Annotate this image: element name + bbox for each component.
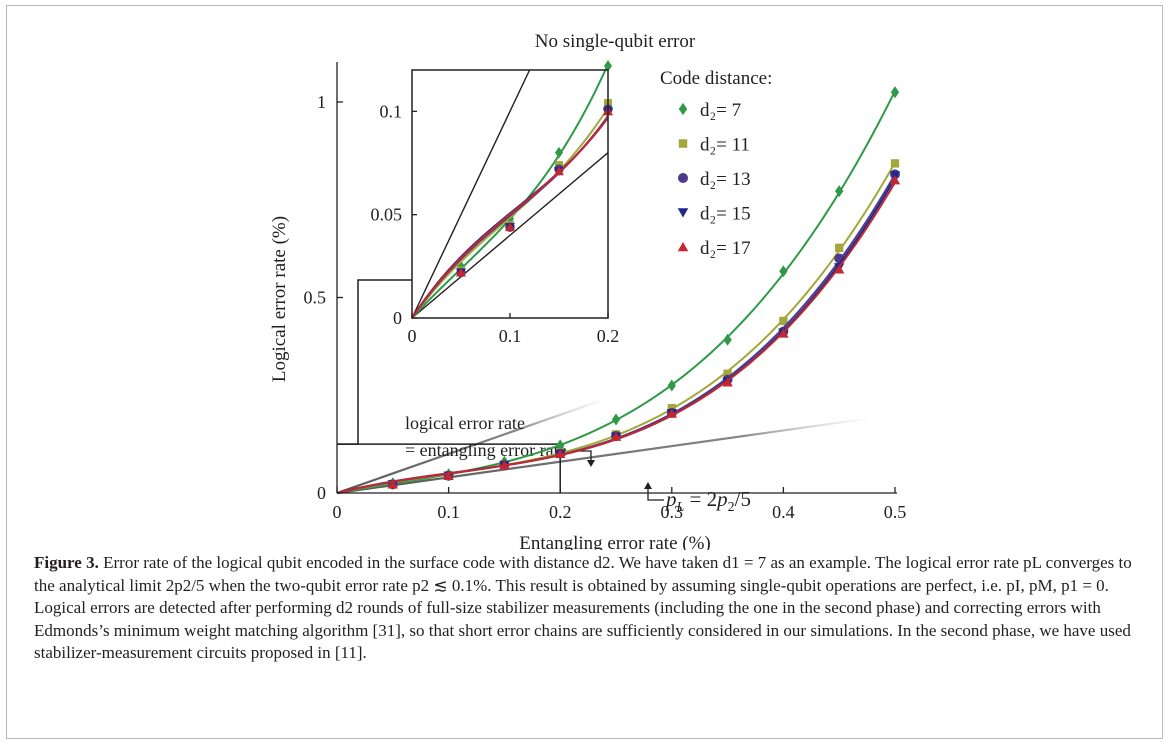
inset-plot: 0 0.1 0.2 0 0.05 0.1 bbox=[371, 60, 620, 346]
legend-marker-0 bbox=[678, 102, 688, 116]
point-d217-0 bbox=[387, 479, 398, 489]
legend-marker-1 bbox=[678, 139, 688, 148]
legend-marker-3 bbox=[677, 208, 689, 218]
point-d27-9 bbox=[890, 86, 900, 99]
point-d27-7 bbox=[779, 265, 788, 278]
formula-arrowhead bbox=[644, 482, 652, 489]
point-d217-6 bbox=[722, 377, 733, 387]
formula-over5: /5 bbox=[735, 487, 751, 511]
point-d27-6 bbox=[723, 333, 732, 346]
y-axis-label: Logical error rate (%) bbox=[269, 216, 290, 382]
inset-y-tick-label-1: 0.05 bbox=[371, 205, 403, 225]
formula-p2: p bbox=[715, 487, 728, 511]
point-d27-4 bbox=[611, 413, 621, 426]
point-d217-5 bbox=[666, 408, 677, 418]
inset-y-tick-label-2: 0.1 bbox=[380, 101, 403, 121]
point-d217-2 bbox=[499, 460, 510, 470]
figure-caption: Figure 3. Error rate of the logical qubi… bbox=[34, 552, 1144, 665]
inset-point-d27-3 bbox=[604, 60, 612, 72]
point-d211-6 bbox=[723, 369, 732, 378]
reference-line-equal bbox=[336, 398, 606, 495]
point-d27-5 bbox=[667, 379, 676, 392]
point-d211-8 bbox=[835, 243, 844, 253]
main-plot: logical error rate = entangling error ra… bbox=[269, 62, 906, 550]
inset-x-tick-label-1: 0.1 bbox=[499, 326, 522, 346]
inset-point-d217-1 bbox=[505, 222, 515, 232]
inset-y-tick-label-0: 0 bbox=[393, 308, 402, 328]
legend-label-3: d₂= 15 bbox=[700, 204, 751, 225]
formula-eq: = 2 bbox=[684, 487, 717, 511]
point-d27-8 bbox=[835, 185, 844, 198]
inset-point-d27-2 bbox=[555, 146, 563, 159]
formula-sub-2: 2 bbox=[728, 500, 735, 515]
x-tick-label-4: 0.4 bbox=[772, 502, 795, 522]
legend-marker-2 bbox=[677, 172, 689, 184]
x-tick-label-5: 0.5 bbox=[884, 502, 907, 522]
chart-title: No single-qubit error bbox=[535, 31, 696, 52]
x-tick-label-2: 0.2 bbox=[549, 502, 572, 522]
inset-point-d217-2 bbox=[554, 166, 564, 176]
inset-x-tick-label-2: 0.2 bbox=[597, 326, 620, 346]
legend-label-1: d₂= 11 bbox=[700, 135, 750, 156]
inset-series-line-d217 bbox=[411, 116, 609, 319]
point-d217-8 bbox=[834, 264, 845, 274]
point-d211-7 bbox=[779, 316, 788, 326]
point-d217-4 bbox=[610, 431, 622, 441]
x-axis-label: Entangling error rate (%) bbox=[519, 533, 711, 550]
legend-label-4: d₂= 17 bbox=[700, 238, 751, 259]
figure-frame bbox=[6, 5, 1163, 739]
legend-marker-4 bbox=[677, 241, 689, 252]
annotation-line2: = entangling error rate bbox=[405, 440, 567, 460]
reference-line-2p2-over-5 bbox=[336, 417, 868, 495]
zoom-connector-line bbox=[337, 279, 412, 445]
inset-reference-line-equal bbox=[411, 69, 531, 319]
caption-text: Error rate of the logical qubit encoded … bbox=[34, 553, 1132, 662]
point-d217-9 bbox=[889, 175, 901, 185]
y-tick-label-2: 1 bbox=[317, 92, 326, 112]
legend-label-0: d₂= 7 bbox=[700, 100, 741, 121]
caption-label: Figure 3. bbox=[34, 553, 99, 572]
y-tick-label-0: 0 bbox=[317, 483, 326, 503]
inset-point-d217-0 bbox=[456, 267, 466, 277]
inset-x-tick-label-0: 0 bbox=[408, 326, 417, 346]
inset-series-line-d211 bbox=[411, 107, 609, 319]
point-d211-9 bbox=[890, 159, 900, 168]
x-tick-label-0: 0 bbox=[333, 502, 342, 522]
point-d217-1 bbox=[443, 470, 454, 480]
y-tick-label-1: 0.5 bbox=[304, 288, 327, 308]
annotation-arrowhead bbox=[587, 460, 595, 467]
x-tick-label-3: 0.3 bbox=[661, 502, 684, 522]
legend-label-2: d₂= 13 bbox=[700, 169, 751, 190]
inset-reference-line-2p2-over-5 bbox=[411, 152, 609, 319]
legend-title: Code distance: bbox=[660, 68, 772, 89]
x-tick-label-1: 0.1 bbox=[437, 502, 460, 522]
formula-bracket bbox=[647, 485, 664, 501]
point-d217-7 bbox=[778, 328, 789, 338]
chart: No single-qubit error logical error rate… bbox=[269, 31, 906, 550]
formula-sub-L: L bbox=[676, 500, 685, 515]
legend: Code distance: d₂= 7 d₂= 11 d₂= 13 d₂= 15 d₂… bbox=[660, 68, 772, 259]
annotation-line1: logical error rate bbox=[405, 413, 525, 433]
point-d217-3 bbox=[555, 448, 566, 459]
